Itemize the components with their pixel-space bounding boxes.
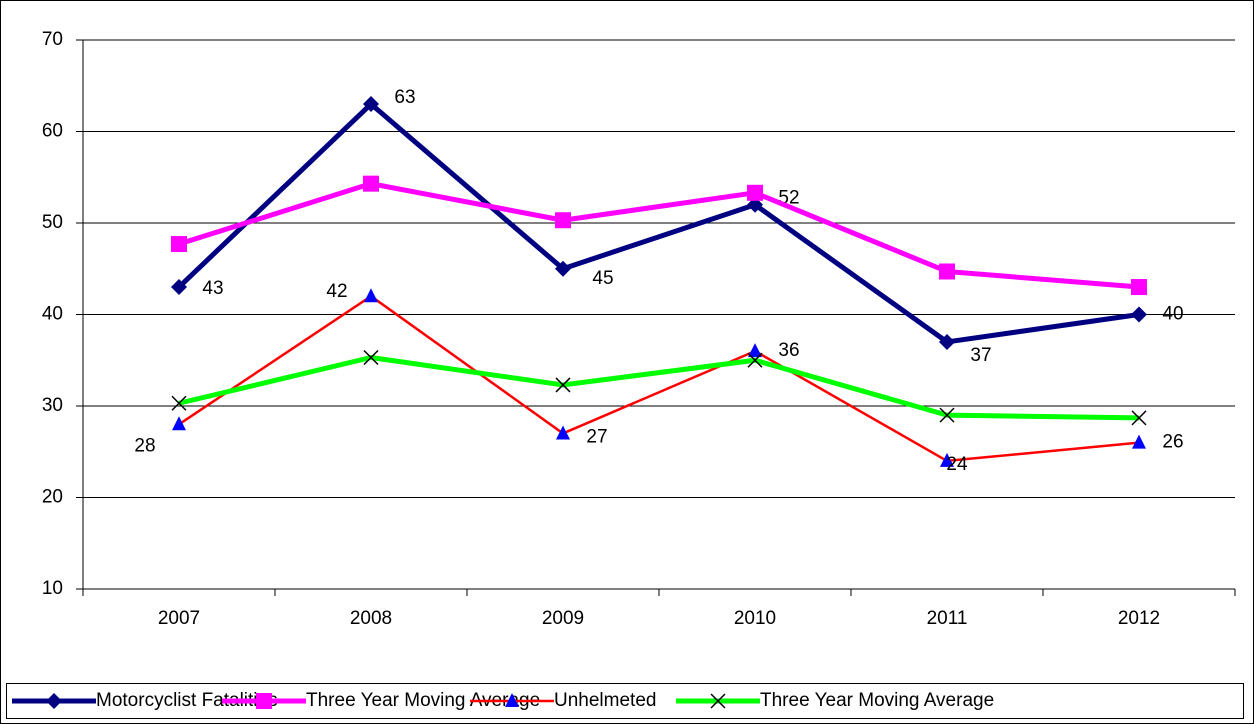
- point: [940, 452, 954, 467]
- point: [939, 263, 955, 280]
- point: [171, 395, 187, 411]
- point: [1131, 306, 1147, 323]
- data-label: 28: [134, 435, 155, 456]
- legend-marker: [256, 693, 272, 709]
- point: [363, 96, 379, 113]
- y-tick-label: 40: [42, 304, 63, 325]
- series-line: [177, 101, 1140, 345]
- point: [172, 416, 186, 431]
- point: [555, 260, 571, 277]
- legend-label: Three Year Moving Average: [760, 690, 994, 711]
- data-label: 40: [1162, 304, 1183, 325]
- y-tick-label: 30: [42, 395, 63, 416]
- y-tick-label: 20: [42, 487, 63, 508]
- point: [939, 407, 955, 423]
- point: [363, 349, 379, 366]
- legend-label: Three Year Moving Average: [306, 690, 540, 711]
- point: [555, 212, 571, 229]
- data-label: 42: [326, 281, 347, 302]
- point: [1132, 434, 1146, 449]
- y-tick-label: 10: [42, 578, 63, 599]
- series-line: [178, 294, 1140, 463]
- legend-marker: [710, 693, 726, 709]
- legend-label: Motorcyclist Fatalities: [96, 690, 278, 711]
- series-line: [178, 355, 1140, 421]
- x-tick-label: 2009: [542, 608, 584, 629]
- data-label: 63: [394, 87, 415, 108]
- legend-marker: [505, 693, 519, 707]
- data-label: 26: [1162, 432, 1183, 453]
- legend-label: Unhelmeted: [554, 690, 656, 711]
- x-tick-label: 2007: [158, 608, 200, 629]
- data-label: 45: [592, 268, 613, 289]
- x-tick-label: 2012: [1118, 608, 1160, 629]
- point: [364, 288, 378, 303]
- point: [1131, 279, 1147, 296]
- legend-box: [6, 683, 1244, 719]
- point: [747, 184, 763, 201]
- point: [363, 175, 379, 192]
- series-line: [178, 181, 1140, 290]
- legend-marker: [46, 693, 62, 709]
- y-tick-label: 60: [42, 121, 63, 142]
- x-tick-label: 2008: [350, 608, 392, 629]
- y-tick-label: 50: [42, 212, 63, 233]
- point: [171, 279, 187, 296]
- data-label: 37: [970, 345, 991, 366]
- x-tick-label: 2010: [734, 608, 776, 629]
- point: [171, 236, 187, 253]
- y-tick-label: 70: [42, 29, 63, 50]
- x-tick-label: 2011: [927, 608, 968, 629]
- point: [555, 377, 571, 393]
- data-label: 36: [778, 340, 799, 361]
- data-label: 24: [946, 454, 968, 475]
- point: [747, 352, 763, 368]
- data-label: 27: [586, 426, 607, 447]
- point: [1131, 410, 1147, 426]
- point: [748, 343, 762, 358]
- data-label: 43: [202, 278, 223, 299]
- point: [556, 425, 570, 440]
- point: [939, 333, 955, 350]
